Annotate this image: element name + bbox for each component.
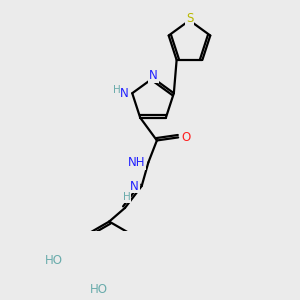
Text: H: H bbox=[112, 85, 120, 95]
Text: NH: NH bbox=[128, 156, 145, 169]
Text: S: S bbox=[186, 12, 193, 26]
Text: O: O bbox=[181, 131, 190, 144]
Text: N: N bbox=[130, 179, 139, 193]
Text: H: H bbox=[123, 192, 130, 202]
Text: HO: HO bbox=[44, 254, 62, 267]
Text: N: N bbox=[149, 69, 158, 82]
Text: N: N bbox=[120, 87, 129, 100]
Text: HO: HO bbox=[90, 284, 108, 296]
